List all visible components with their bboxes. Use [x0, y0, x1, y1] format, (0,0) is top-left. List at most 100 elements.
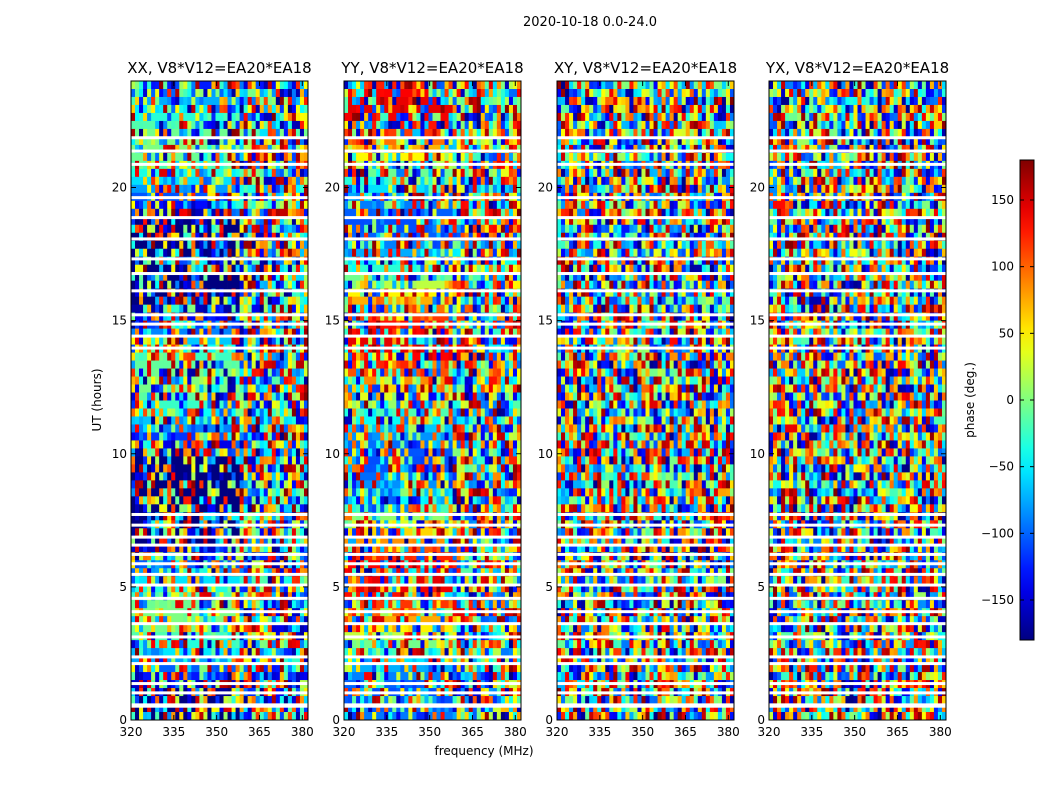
y-tick-label: 15: [325, 314, 340, 328]
x-tick-label: 380: [717, 725, 740, 739]
y-tick-label: 10: [750, 447, 765, 461]
flagged-row: [131, 289, 308, 293]
x-tick-label: 335: [162, 725, 185, 739]
flagged-row: [131, 662, 308, 666]
flagged-row: [131, 610, 308, 614]
y-tick-label: 0: [545, 713, 553, 727]
flagged-row: [131, 622, 308, 626]
flagged-row: [769, 662, 946, 666]
y-tick-label: 15: [112, 314, 127, 328]
flagged-row: [131, 346, 308, 350]
panels: XX, V8*V12=EA20*EA18 320 335 350 365 380 0 5 10 1…: [112, 59, 952, 739]
y-tick-label: 0: [119, 713, 127, 727]
panel-title: XX, V8*V12=EA20*EA18: [127, 59, 311, 77]
panel-title: YY, V8*V12=EA20*EA18: [340, 59, 523, 77]
flagged-row: [769, 216, 946, 220]
flagged-row: [344, 257, 521, 261]
flagged-row: [131, 257, 308, 261]
flagged-row: [769, 136, 946, 140]
y-tick-label: 5: [119, 580, 127, 594]
flagged-row: [131, 162, 308, 166]
flagged-row: [769, 622, 946, 626]
colorbar-tick-label: −150: [981, 593, 1014, 607]
flagged-row: [344, 535, 521, 539]
flagged-row: [557, 237, 734, 241]
x-axis-label: frequency (MHz): [434, 744, 533, 758]
flagged-row: [557, 543, 734, 547]
y-tick-label: 0: [757, 713, 765, 727]
flagged-row: [557, 703, 734, 707]
flagged-row: [344, 543, 521, 547]
flagged-row: [557, 655, 734, 659]
flagged-row: [344, 691, 521, 695]
flagged-row: [769, 334, 946, 338]
flagged-row: [131, 562, 308, 566]
y-tick-label: 20: [538, 181, 553, 195]
flagged-row: [557, 535, 734, 539]
panel-frame: [130, 80, 309, 721]
flagged-row: [557, 313, 734, 317]
flagged-row: [769, 149, 946, 153]
flagged-row: [344, 596, 521, 600]
flagged-row: [131, 655, 308, 659]
x-tick-label: 350: [205, 725, 228, 739]
panel-3: XY, V8*V12=EA20*EA18 320 335 350 365 380 0 5 10 1…: [538, 59, 740, 739]
flagged-row: [769, 535, 946, 539]
flagged-row: [344, 622, 521, 626]
flagged-row: [769, 313, 946, 317]
flagged-row: [344, 552, 521, 556]
y-tick-label: 5: [545, 580, 553, 594]
flagged-row: [344, 272, 521, 276]
flagged-row: [557, 257, 734, 261]
colorbar-tick-label: 50: [999, 326, 1014, 340]
y-tick-label: 10: [325, 447, 340, 461]
x-tick-label: 350: [631, 725, 654, 739]
flagged-row: [344, 149, 521, 153]
flagged-row: [769, 552, 946, 556]
flagged-row: [557, 512, 734, 516]
flagged-row: [131, 552, 308, 556]
flagged-row: [769, 162, 946, 166]
flagged-row: [344, 346, 521, 350]
y-tick-label: 20: [112, 181, 127, 195]
flagged-row: [131, 334, 308, 338]
x-tick-label: 365: [886, 725, 909, 739]
flagged-row: [131, 237, 308, 241]
flagged-row: [131, 572, 308, 576]
flagged-row: [769, 237, 946, 241]
colorbar-tick-label: 0: [1006, 393, 1014, 407]
flagged-row: [344, 512, 521, 516]
flagged-row: [344, 635, 521, 639]
flagged-row: [131, 272, 308, 276]
flagged-row: [557, 162, 734, 166]
flagged-row: [131, 703, 308, 707]
y-tick-label: 15: [750, 314, 765, 328]
flagged-row: [344, 162, 521, 166]
flagged-row: [557, 562, 734, 566]
flagged-row: [769, 322, 946, 326]
flagged-row: [769, 562, 946, 566]
panel-frame: [768, 80, 947, 721]
flagged-row: [769, 703, 946, 707]
colorbar-tick-label: 150: [991, 193, 1014, 207]
panel-title: XY, V8*V12=EA20*EA18: [554, 59, 737, 77]
flagged-row: [344, 682, 521, 686]
colorbar: −150 −100 −50 0 50 100 150: [981, 159, 1035, 641]
flagged-row: [557, 682, 734, 686]
flagged-row: [769, 583, 946, 587]
panel-frame: [556, 80, 735, 721]
flagged-row: [344, 583, 521, 587]
flagged-row: [557, 196, 734, 200]
panel-2: YY, V8*V12=EA20*EA18 320 335 350 365 380 0 5 10 1…: [325, 59, 527, 739]
colorbar-tick-label: −100: [981, 526, 1014, 540]
flagged-row: [131, 596, 308, 600]
flagged-row: [557, 572, 734, 576]
x-tick-label: 365: [461, 725, 484, 739]
flagged-row: [131, 535, 308, 539]
x-tick-label: 320: [120, 725, 143, 739]
flagged-row: [131, 523, 308, 527]
flagged-row: [344, 289, 521, 293]
x-tick-label: 365: [674, 725, 697, 739]
flagged-row: [131, 149, 308, 153]
flagged-row: [769, 543, 946, 547]
